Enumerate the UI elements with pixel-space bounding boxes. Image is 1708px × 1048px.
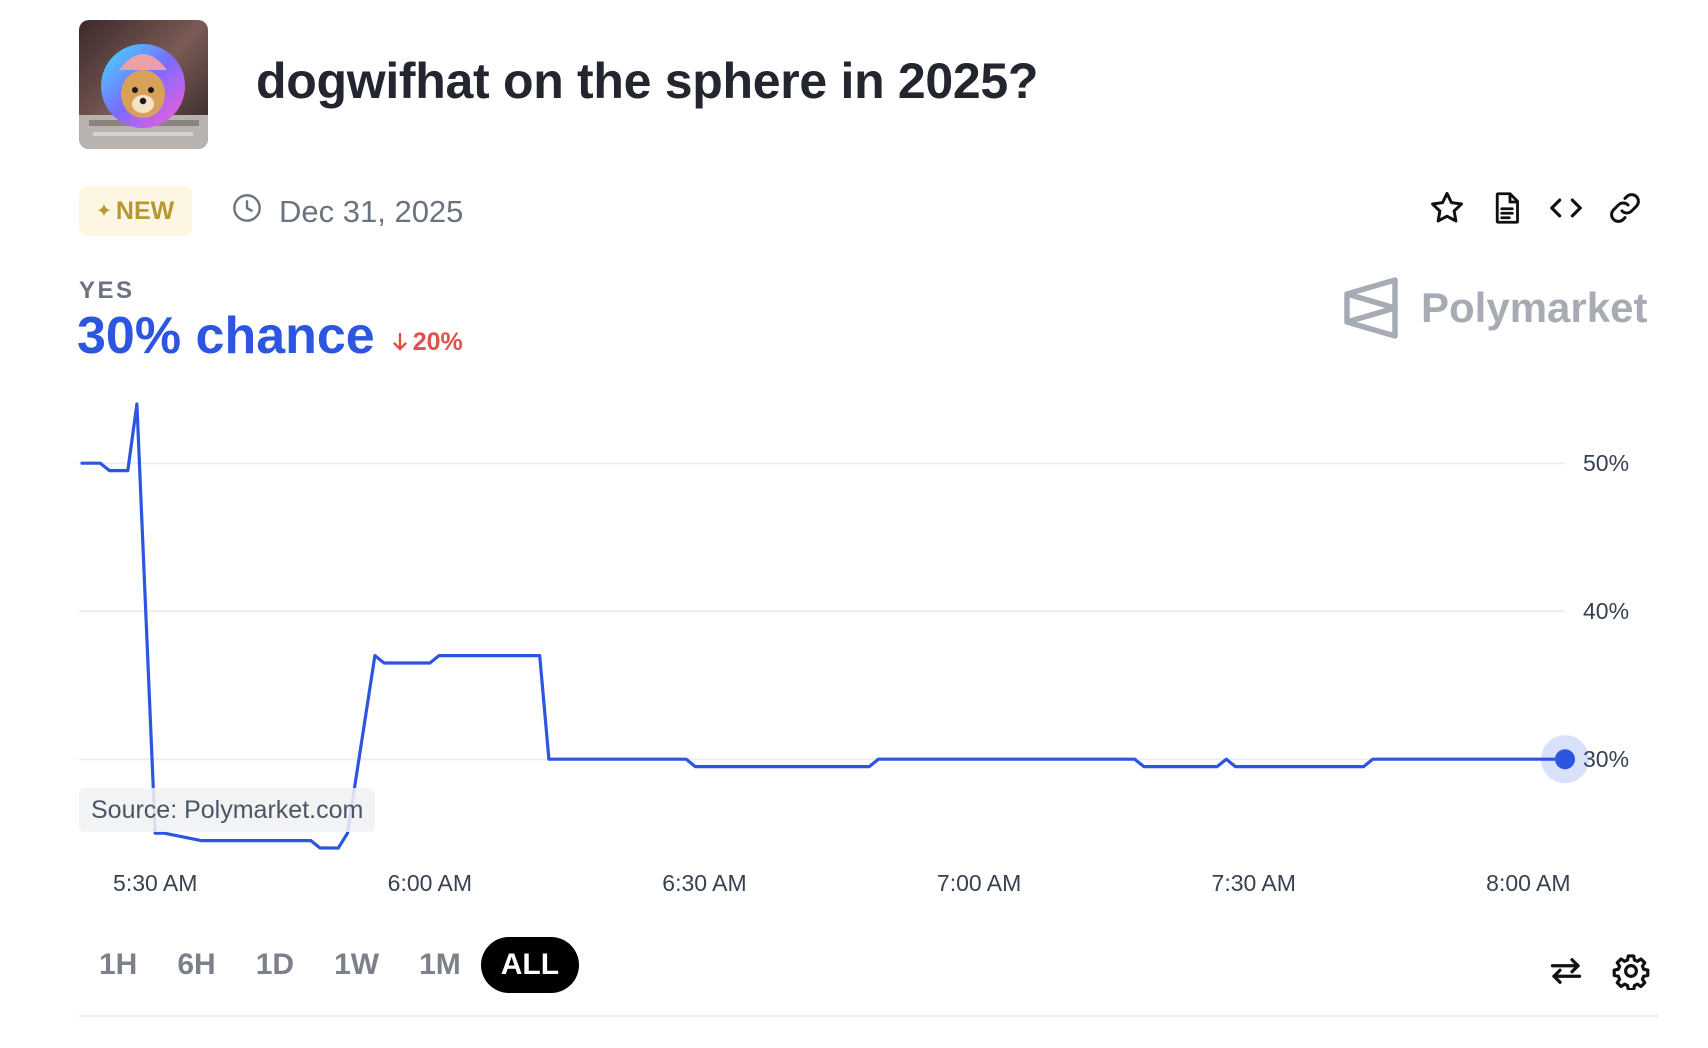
- data-point: [538, 654, 542, 658]
- end-date-label: Dec 31, 2025: [279, 194, 464, 229]
- data-point: [876, 757, 880, 761]
- y-tick-label: 30%: [1583, 746, 1629, 772]
- data-point: [336, 846, 340, 850]
- data-point: [107, 469, 111, 473]
- range-button-1h[interactable]: 1H: [99, 948, 138, 981]
- polymarket-logo-icon: [1344, 277, 1398, 339]
- y-tick-label: 50%: [1583, 450, 1629, 476]
- brand-name: Polymarket: [1421, 284, 1648, 331]
- polymarket-logo: Polymarket: [1343, 276, 1647, 340]
- range-button-1m[interactable]: 1M: [419, 948, 461, 981]
- data-point: [126, 469, 130, 473]
- range-button-6h[interactable]: 6H: [177, 948, 216, 981]
- data-point: [1215, 765, 1219, 769]
- data-point: [1233, 765, 1237, 769]
- star-icon[interactable]: [1425, 186, 1469, 230]
- link-icon[interactable]: [1603, 186, 1647, 230]
- data-point: [373, 654, 377, 658]
- x-tick-label: 7:00 AM: [937, 870, 1021, 896]
- document-icon[interactable]: [1485, 186, 1529, 230]
- end-date: Dec 31, 2025: [231, 192, 463, 232]
- series-line: [80, 402, 1567, 850]
- data-point: [382, 661, 386, 665]
- source-label: Source: Polymarket.com: [79, 788, 376, 832]
- data-point: [437, 654, 441, 658]
- chance-value: 30% chance 20%: [77, 306, 463, 366]
- data-point: [318, 846, 322, 850]
- data-point: [80, 461, 84, 465]
- market-image: [79, 20, 208, 149]
- x-tick-label: 6:30 AM: [662, 870, 746, 896]
- swap-icon[interactable]: [1544, 949, 1588, 993]
- last-point-marker: [1555, 749, 1575, 770]
- sparkle-icon: ✦: [96, 200, 112, 222]
- new-badge-label: NEW: [115, 196, 175, 225]
- y-tick-label: 40%: [1583, 598, 1629, 624]
- time-range-selector: 1H 6H 1D 1W 1M ALL: [79, 937, 580, 993]
- data-point: [309, 839, 313, 843]
- x-tick-label: 7:30 AM: [1212, 870, 1296, 896]
- data-point: [547, 757, 551, 761]
- data-point: [867, 765, 871, 769]
- data-point: [1142, 765, 1146, 769]
- range-button-all[interactable]: ALL: [480, 937, 580, 993]
- change-indicator: 20%: [391, 328, 463, 357]
- data-point: [1362, 765, 1366, 769]
- x-tick-label: 8:00 AM: [1486, 870, 1570, 896]
- data-point: [693, 765, 697, 769]
- arrow-down-icon: [393, 332, 407, 351]
- data-point: [208, 839, 212, 843]
- data-point: [684, 757, 688, 761]
- change-value: 20%: [412, 327, 463, 356]
- data-point: [1224, 757, 1228, 761]
- x-tick-label: 5:30 AM: [113, 870, 197, 896]
- new-badge: ✦ NEW: [79, 186, 193, 236]
- chance-label: 30% chance: [77, 307, 375, 365]
- data-point: [135, 402, 139, 406]
- outcome-label: YES: [79, 277, 135, 304]
- data-point: [428, 661, 432, 665]
- data-point: [1133, 757, 1137, 761]
- market-title: dogwifhat on the sphere in 2025?: [256, 53, 1039, 109]
- price-chart[interactable]: 50% 40% 30% 5:30 AM 6:00 AM 6:30 AM 7:00 AM 7:3…: [0, 400, 1708, 910]
- code-icon[interactable]: [1544, 186, 1588, 230]
- clock-icon: [231, 192, 263, 232]
- data-point: [199, 839, 203, 843]
- gear-icon[interactable]: [1609, 949, 1653, 993]
- data-point: [98, 461, 102, 465]
- range-button-1w[interactable]: 1W: [334, 948, 380, 981]
- x-tick-label: 6:00 AM: [388, 870, 472, 896]
- data-point: [1371, 757, 1375, 761]
- range-button-1d[interactable]: 1D: [255, 948, 295, 981]
- bottom-divider: [79, 1015, 1659, 1017]
